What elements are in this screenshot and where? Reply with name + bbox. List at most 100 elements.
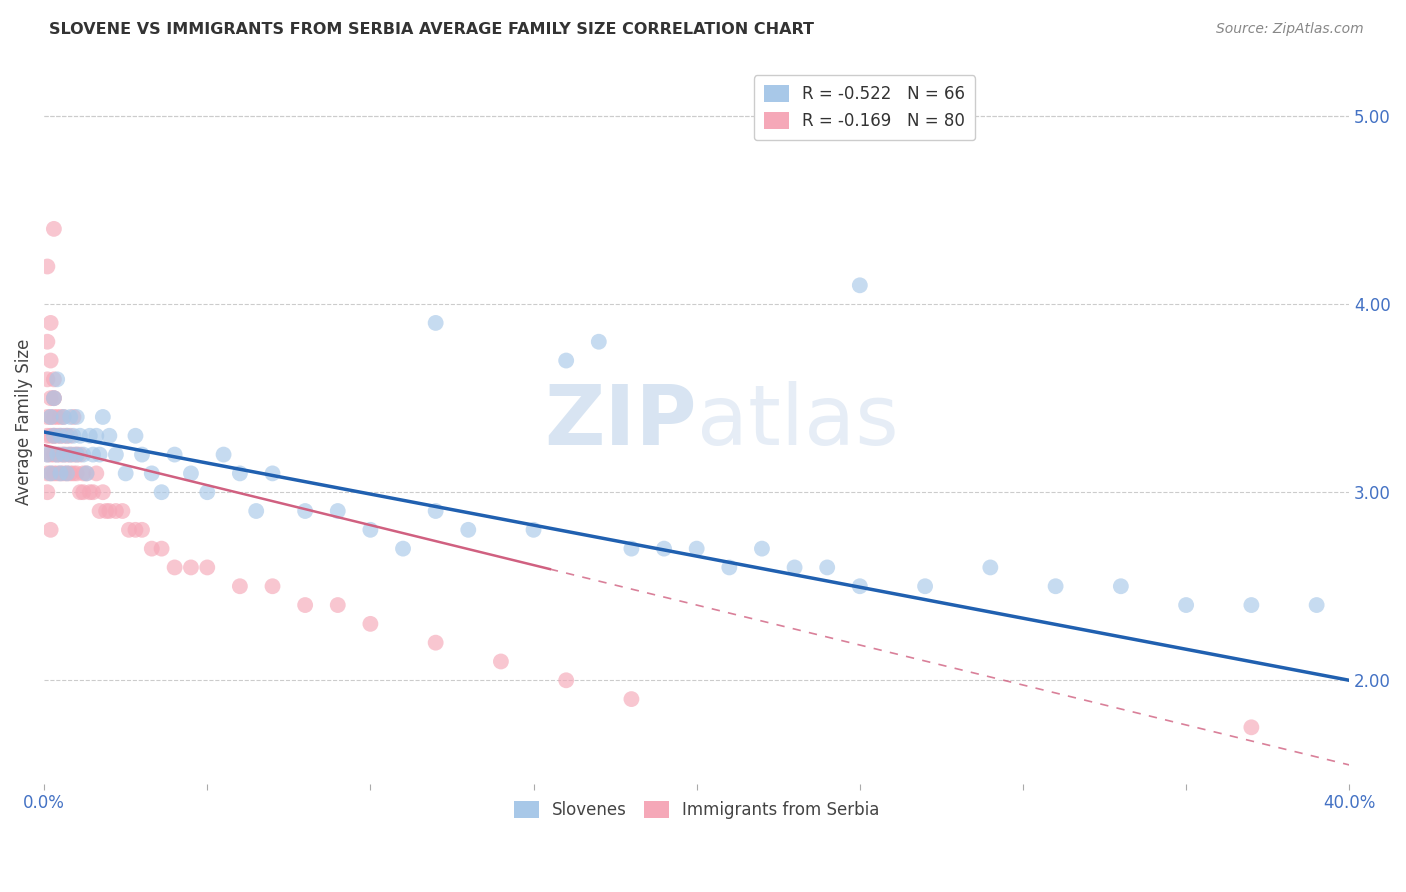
Point [1175,598,1198,612]
Point [66,448,89,462]
Point [229,579,252,593]
Point [59,448,82,462]
Point [37,409,59,424]
Point [49,429,72,443]
Point [1045,579,1067,593]
Point [42,391,65,405]
Point [229,467,252,481]
Point [59,429,82,443]
Point [359,523,381,537]
Point [79,429,101,443]
Point [359,616,381,631]
Point [66,448,89,462]
Point [62,467,84,481]
Point [82,448,104,462]
Point [262,467,284,481]
Point [62,448,84,462]
Point [1109,579,1132,593]
Point [39,467,62,481]
Point [37,485,59,500]
Point [52,409,75,424]
Point [49,467,72,481]
Point [42,467,65,481]
Point [42,222,65,236]
Point [42,429,65,443]
Point [56,429,79,443]
Point [457,523,479,537]
Point [69,485,91,500]
Point [46,448,69,462]
Point [150,485,173,500]
Text: ZIP: ZIP [544,381,697,462]
Point [114,467,136,481]
Point [522,523,544,537]
Point [131,448,153,462]
Point [82,485,104,500]
Point [37,448,59,462]
Point [111,504,134,518]
Point [489,655,512,669]
Point [104,448,127,462]
Point [42,429,65,443]
Point [39,391,62,405]
Point [849,579,872,593]
Point [86,429,108,443]
Point [1240,720,1263,734]
Point [69,448,91,462]
Point [49,409,72,424]
Text: SLOVENE VS IMMIGRANTS FROM SERBIA AVERAGE FAMILY SIZE CORRELATION CHART: SLOVENE VS IMMIGRANTS FROM SERBIA AVERAG… [49,22,814,37]
Point [979,560,1001,574]
Point [131,523,153,537]
Point [72,467,94,481]
Point [815,560,838,574]
Point [94,504,117,518]
Point [37,448,59,462]
Point [59,448,82,462]
Point [718,560,741,574]
Point [91,409,114,424]
Point [555,673,578,688]
Point [72,485,94,500]
Point [652,541,675,556]
Point [49,429,72,443]
Point [72,448,94,462]
Point [180,467,202,481]
Point [425,635,447,649]
Point [39,316,62,330]
Point [76,467,98,481]
Point [42,409,65,424]
Point [49,448,72,462]
Point [56,467,79,481]
Point [59,467,82,481]
Point [89,448,111,462]
Point [46,372,69,386]
Point [326,504,349,518]
Point [62,409,84,424]
Point [195,485,218,500]
Point [124,429,146,443]
Point [79,485,101,500]
Point [1240,598,1263,612]
Point [294,504,316,518]
Point [39,523,62,537]
Point [163,560,186,574]
Point [588,334,610,349]
Text: Source: ZipAtlas.com: Source: ZipAtlas.com [1216,22,1364,37]
Point [42,372,65,386]
Point [37,260,59,274]
Point [56,429,79,443]
Point [150,541,173,556]
Point [39,448,62,462]
Point [425,504,447,518]
Point [52,448,75,462]
Point [46,448,69,462]
Point [46,429,69,443]
Point [76,467,98,481]
Point [849,278,872,293]
Point [52,409,75,424]
Point [37,334,59,349]
Point [46,467,69,481]
Point [620,692,643,706]
Point [37,372,59,386]
Point [262,579,284,593]
